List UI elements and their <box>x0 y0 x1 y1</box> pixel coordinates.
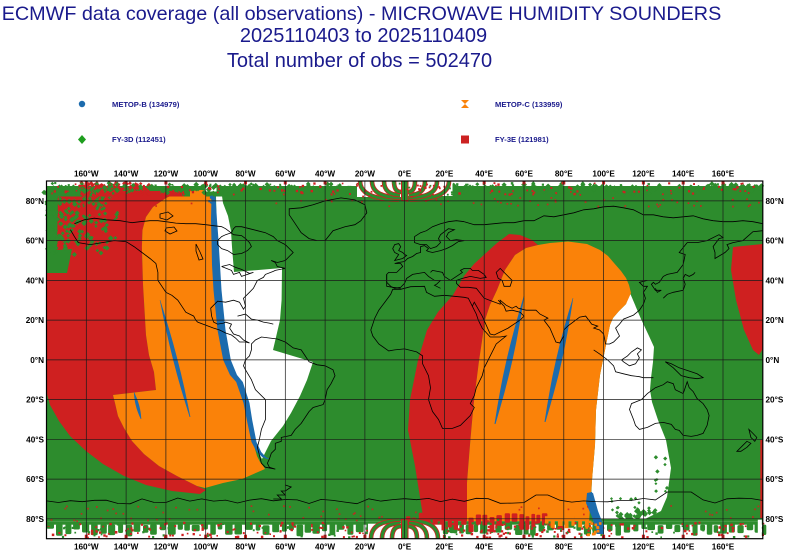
svg-text:80°W: 80°W <box>235 543 255 552</box>
svg-text:40°S: 40°S <box>766 435 784 444</box>
svg-text:140°E: 140°E <box>672 543 695 552</box>
svg-text:160°W: 160°W <box>74 543 99 552</box>
svg-text:40°N: 40°N <box>26 276 44 285</box>
svg-text:80°E: 80°E <box>555 543 573 552</box>
svg-text:80°E: 80°E <box>555 170 573 179</box>
svg-text:160°E: 160°E <box>712 170 735 179</box>
svg-text:120°W: 120°W <box>154 170 179 179</box>
svg-text:100°W: 100°W <box>193 543 218 552</box>
svg-text:80°N: 80°N <box>766 197 784 206</box>
svg-text:40°S: 40°S <box>26 435 44 444</box>
svg-text:140°E: 140°E <box>672 170 695 179</box>
svg-text:60°N: 60°N <box>766 237 784 246</box>
svg-text:0°E: 0°E <box>398 170 412 179</box>
svg-text:40°W: 40°W <box>315 543 335 552</box>
svg-text:40°W: 40°W <box>315 170 335 179</box>
svg-text:100°W: 100°W <box>193 170 218 179</box>
svg-text:80°N: 80°N <box>26 197 44 206</box>
svg-text:20°N: 20°N <box>26 316 44 325</box>
svg-text:80°S: 80°S <box>766 515 784 524</box>
svg-text:20°N: 20°N <box>766 316 784 325</box>
svg-text:40°E: 40°E <box>475 543 493 552</box>
svg-text:20°S: 20°S <box>766 396 784 405</box>
svg-text:60°S: 60°S <box>766 475 784 484</box>
svg-text:60°W: 60°W <box>275 170 295 179</box>
svg-text:160°W: 160°W <box>74 170 99 179</box>
svg-text:80°W: 80°W <box>235 170 255 179</box>
svg-text:0°N: 0°N <box>766 356 780 365</box>
svg-text:20°E: 20°E <box>435 170 453 179</box>
svg-text:80°S: 80°S <box>26 515 44 524</box>
svg-text:0°E: 0°E <box>398 543 412 552</box>
svg-text:120°W: 120°W <box>154 543 179 552</box>
svg-text:40°N: 40°N <box>766 276 784 285</box>
svg-text:60°E: 60°E <box>515 170 533 179</box>
svg-text:160°E: 160°E <box>712 543 735 552</box>
svg-text:20°E: 20°E <box>435 543 453 552</box>
svg-text:120°E: 120°E <box>632 170 655 179</box>
svg-text:20°W: 20°W <box>355 170 375 179</box>
svg-text:20°S: 20°S <box>26 396 44 405</box>
svg-text:120°E: 120°E <box>632 543 655 552</box>
svg-text:60°E: 60°E <box>515 543 533 552</box>
svg-text:20°W: 20°W <box>355 543 375 552</box>
svg-text:100°E: 100°E <box>592 170 615 179</box>
svg-text:100°E: 100°E <box>592 543 615 552</box>
svg-text:60°S: 60°S <box>26 475 44 484</box>
svg-text:40°E: 40°E <box>475 170 493 179</box>
svg-text:0°N: 0°N <box>30 356 44 365</box>
svg-text:60°N: 60°N <box>26 237 44 246</box>
svg-text:140°W: 140°W <box>114 170 139 179</box>
svg-text:60°W: 60°W <box>275 543 295 552</box>
svg-text:140°W: 140°W <box>114 543 139 552</box>
